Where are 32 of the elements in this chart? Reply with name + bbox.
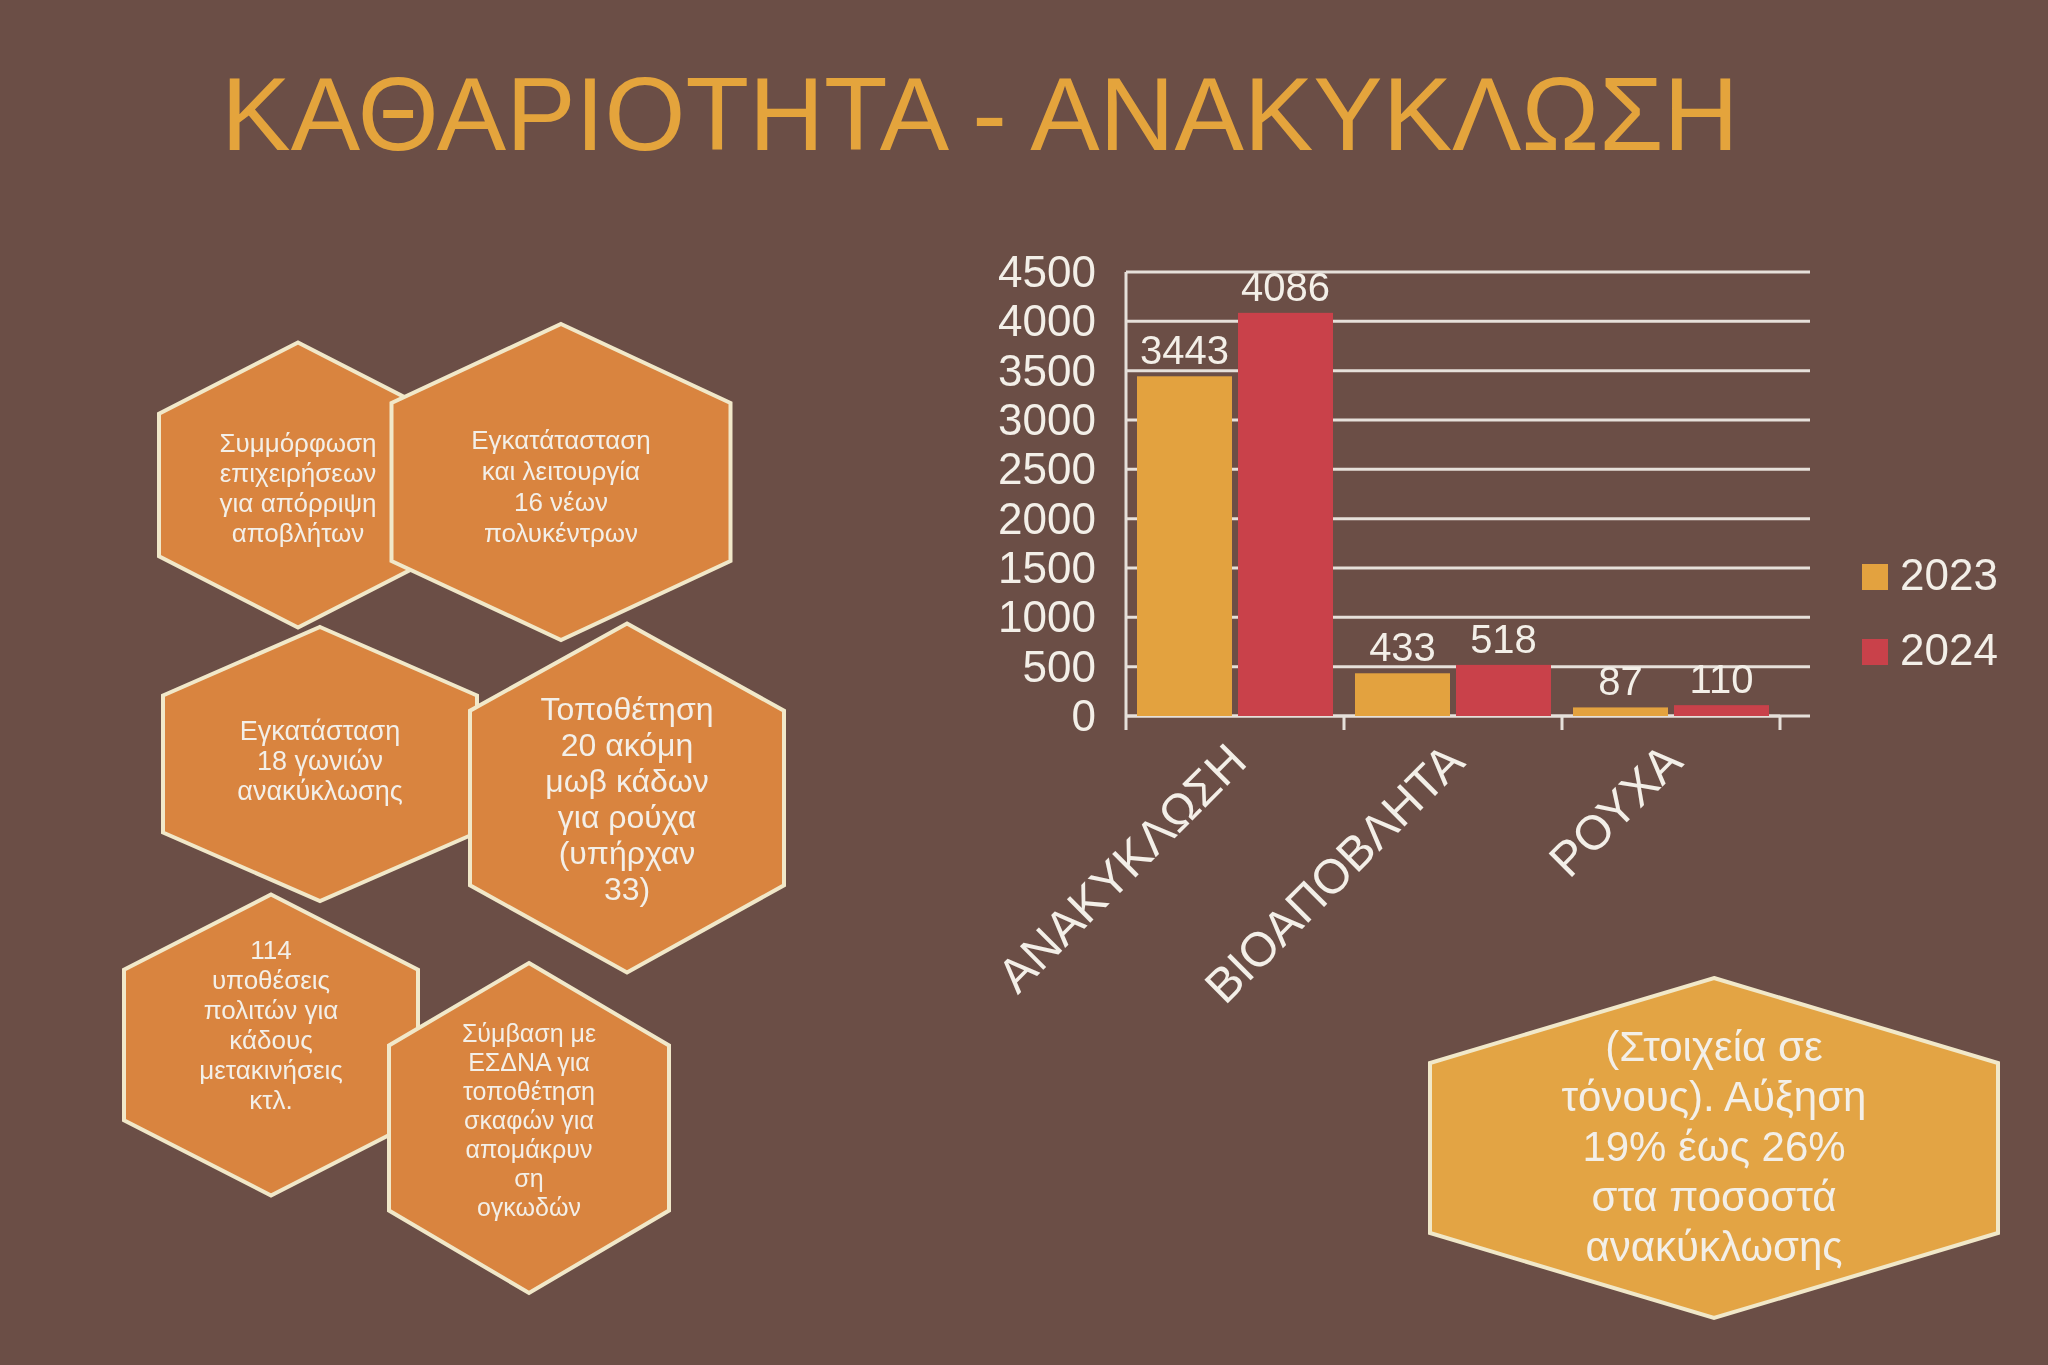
y-tick-label: 500 xyxy=(1022,641,1096,691)
y-tick-label: 1000 xyxy=(998,592,1096,642)
y-tick-label: 4500 xyxy=(998,247,1096,296)
data-label: 3443 xyxy=(1140,328,1229,373)
bar xyxy=(1137,376,1232,716)
legend-label: 2024 xyxy=(1900,625,1998,674)
data-label: 433 xyxy=(1369,625,1436,670)
data-label: 110 xyxy=(1689,657,1754,702)
text: Τοποθέτηση 20 ακόμη μωβ κάδων για ρούχα (υπήρχαν 33) xyxy=(540,691,714,908)
text: 114 υποθέσεις πολιτών για κάδους μετακινήσεις κτλ. xyxy=(199,935,343,1116)
y-tick-label: 1500 xyxy=(998,543,1096,592)
bar xyxy=(1674,705,1769,716)
legend-label: 2023 xyxy=(1900,550,1998,599)
text: (Στοιχεία σε τόνους). Αύξηση 19% έως 26% στα ποσοστά ανακύκλωσης xyxy=(1561,1022,1867,1270)
bar xyxy=(1238,312,1333,716)
data-label: 518 xyxy=(1470,616,1537,661)
y-tick-label: 2000 xyxy=(998,493,1096,543)
text: Σύμβαση με ΕΣΔΝΑ για τοποθέτηση σκαφών για απομάκρυν ση ογκωδών xyxy=(461,1018,597,1221)
y-tick-label: 4000 xyxy=(998,296,1096,346)
text: Συμμόρφωση επιχειρήσεων για απόρριψη αποβλήτων xyxy=(219,428,377,549)
bar xyxy=(1456,664,1551,716)
y-tick-label: 3500 xyxy=(998,345,1096,395)
data-label: 4086 xyxy=(1241,264,1330,309)
y-tick-label: 0 xyxy=(1071,691,1096,740)
text: Εγκατάτασταση και λειτουργία 16 νέων πολυκέντρων xyxy=(471,424,651,548)
y-tick-label: 3000 xyxy=(998,395,1096,444)
chart-title: ΚΑΘΑΡΙΟΤΗΤΑ - ΑΝΑΚΥΚΛΩΣΗ xyxy=(221,56,1739,172)
data-label: 87 xyxy=(1598,659,1643,704)
text: Εγκατάσταση 18 γωνιών ανακύκλωσης xyxy=(237,716,403,807)
y-tick-label: 2500 xyxy=(998,444,1096,494)
bar xyxy=(1573,707,1668,716)
bar xyxy=(1355,673,1450,716)
